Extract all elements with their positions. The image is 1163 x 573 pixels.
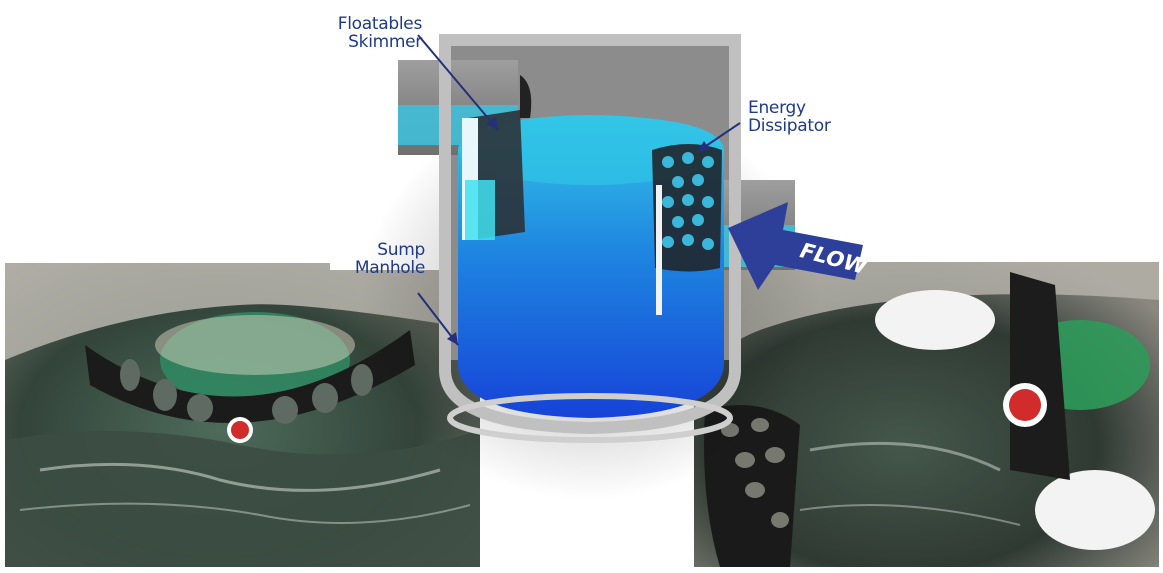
leader-floatables [417,34,499,131]
label-energy-line1: Energy [748,98,806,118]
energy-dissipator-plate [652,144,722,315]
floatables-skimmer-plate [462,75,532,240]
label-sump-manhole: Sump Manhole [350,241,425,277]
label-floatables-line1: Floatables [337,14,423,34]
label-energy-dissipator: Energy Dissipator [748,99,858,135]
label-sump-line1: Sump [377,240,425,260]
leader-arrowheads [447,116,710,345]
label-energy-line2: Dissipator [748,116,831,136]
label-floatables-line2: Skimmer [348,32,422,52]
label-floatables-skimmer: Floatables Skimmer [316,14,423,52]
label-sump-line2: Manhole [354,258,425,278]
sump-manhole-diagram [398,34,795,443]
